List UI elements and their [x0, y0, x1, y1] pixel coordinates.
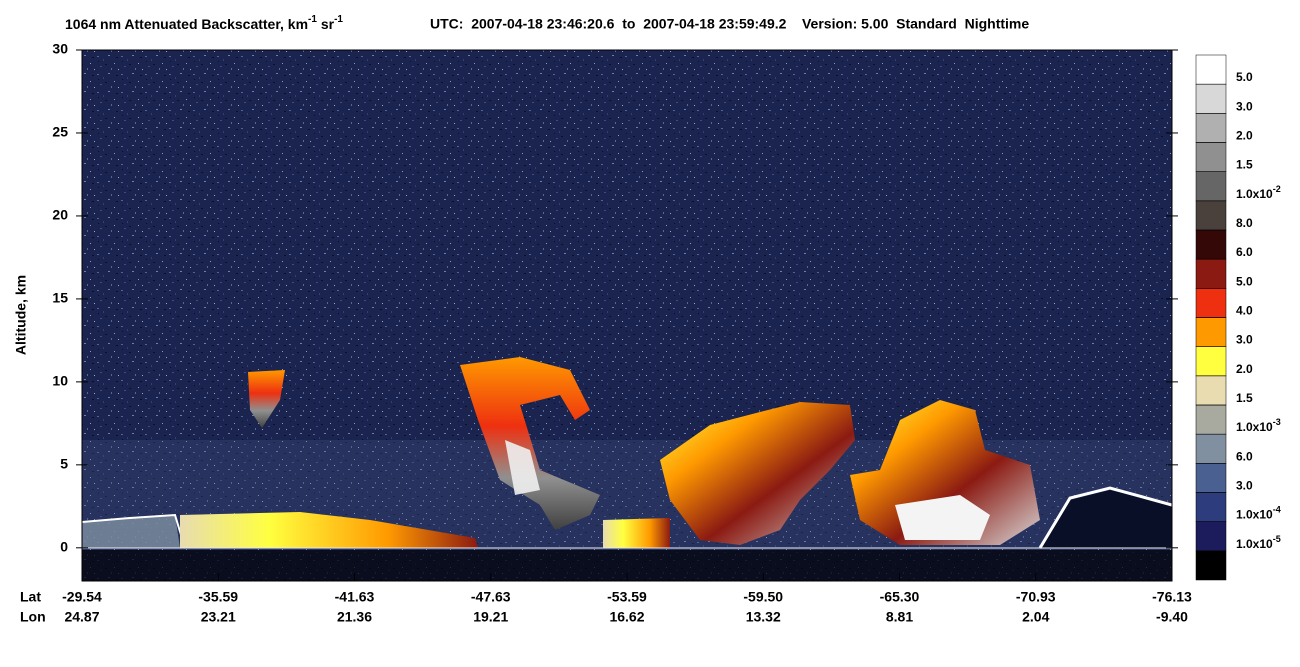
colorbar-tick-text: 5.0: [1236, 275, 1253, 289]
colorbar-tick-text: 8.0: [1236, 216, 1253, 230]
colorbar-box: [1195, 550, 1227, 581]
colorbar-tick-exponent: -5: [1273, 534, 1281, 544]
colorbar-tick-text: 3.0: [1236, 100, 1253, 114]
lon-tick-label: 21.36: [337, 609, 372, 625]
colorbar-tick-text: 6.0: [1236, 450, 1253, 464]
colorbar-tick-text: 1.5: [1236, 158, 1253, 172]
y-tick-label: 25: [52, 124, 68, 140]
y-axis-label: Altitude, km: [13, 275, 29, 355]
colorbar-tick-label: 2.0: [1236, 129, 1253, 143]
colorbar-box: [1195, 433, 1227, 464]
title-text: 1064 nm Attenuated Backscatter, km: [65, 16, 308, 32]
colorbar-tick-label: 1.0x10-3: [1236, 418, 1281, 435]
colorbar-tick-exponent: -3: [1273, 418, 1281, 428]
colorbar-tick-label: 8.0: [1236, 216, 1253, 230]
y-tick-label: 5: [60, 456, 68, 472]
colorbar-tick-exponent: -4: [1273, 505, 1281, 515]
colorbar-tick-label: 3.0: [1236, 479, 1253, 493]
colorbar-tick-text: 1.0x10: [1236, 420, 1273, 434]
colorbar-box: [1195, 317, 1227, 347]
colorbar-box: [1195, 54, 1227, 85]
colorbar-tick-label: 1.0x10-4: [1236, 505, 1281, 522]
y-tick-label: 15: [52, 290, 68, 306]
lat-tick-label: -35.59: [198, 589, 238, 605]
colorbar-tick-text: 3.0: [1236, 333, 1253, 347]
colorbar-box: [1195, 229, 1227, 260]
colorbar-box: [1195, 521, 1227, 552]
lat-tick-label: -41.63: [335, 589, 375, 605]
colorbar-tick-label: 4.0: [1236, 304, 1253, 318]
colorbar-tick-text: 1.5: [1236, 391, 1253, 405]
lat-tick-label: -76.13: [1152, 589, 1192, 605]
colorbar-tick-text: 5.0: [1236, 70, 1253, 84]
colorbar-box: [1195, 375, 1227, 406]
colorbar-tick-text: 4.0: [1236, 304, 1253, 318]
colorbar-tick-label: 1.0x10-2: [1236, 184, 1281, 201]
title-text: sr: [317, 16, 335, 32]
title-superscript: -1: [308, 14, 317, 25]
colorbar-box: [1195, 288, 1227, 318]
colorbar-tick-text: 1.0x10: [1236, 187, 1273, 201]
colorbar-tick-label: 5.0: [1236, 70, 1253, 84]
lat-tick-label: -47.63: [471, 589, 511, 605]
lat-tick-label: -59.50: [743, 589, 783, 605]
backscatter-field: [82, 50, 1172, 581]
colorbar-tick-text: 2.0: [1236, 129, 1253, 143]
colorbar-box: [1195, 142, 1227, 172]
lon-tick-label: 16.62: [609, 609, 644, 625]
colorbar-box: [1195, 200, 1227, 231]
colorbar-box: [1195, 463, 1227, 493]
colorbar-tick-label: 6.0: [1236, 245, 1253, 259]
colorbar-tick-label: 1.0x10-5: [1236, 534, 1281, 551]
lon-tick-label: 13.32: [746, 609, 781, 625]
colorbar-tick-text: 3.0: [1236, 479, 1253, 493]
colorbar-box: [1195, 83, 1227, 114]
colorbar-box: [1195, 113, 1227, 143]
colorbar-tick-label: 1.5: [1236, 391, 1253, 405]
lat-tick-label: -70.93: [1016, 589, 1056, 605]
colorbar-tick-label: 5.0: [1236, 275, 1253, 289]
title-superscript: -1: [334, 14, 343, 25]
colorbar-box: [1195, 492, 1227, 522]
lon-tick-label: 2.04: [1022, 609, 1049, 625]
colorbar-tick-text: 1.0x10: [1236, 537, 1273, 551]
colorbar-tick-label: 3.0: [1236, 333, 1253, 347]
y-tick-label: 20: [52, 207, 68, 223]
x-row-label: Lon: [20, 609, 46, 625]
y-tick-label: 30: [52, 41, 68, 57]
lon-tick-label: -9.40: [1156, 609, 1188, 625]
lat-tick-label: -65.30: [880, 589, 920, 605]
y-tick-label: 10: [52, 373, 68, 389]
colorbar-tick-label: 1.5: [1236, 158, 1253, 172]
colorbar-box: [1195, 404, 1227, 435]
colorbar-tick-text: 1.0x10: [1236, 508, 1273, 522]
lat-tick-label: -29.54: [62, 589, 102, 605]
chart-subtitle: UTC: 2007-04-18 23:46:20.6 to 2007-04-18…: [430, 16, 1029, 32]
colorbar-box: [1195, 258, 1227, 289]
y-tick-label: 0: [60, 539, 68, 555]
lon-tick-label: 8.81: [886, 609, 913, 625]
x-row-label: Lat: [20, 589, 41, 605]
colorbar-tick-text: 2.0: [1236, 362, 1253, 376]
chart-title: 1064 nm Attenuated Backscatter, km-1 sr-…: [65, 14, 343, 32]
lon-tick-label: 19.21: [473, 609, 508, 625]
lon-tick-label: 24.87: [64, 609, 99, 625]
colorbar-box: [1195, 346, 1227, 377]
colorbar-tick-exponent: -2: [1273, 184, 1281, 194]
lat-tick-label: -53.59: [607, 589, 647, 605]
colorbar-tick-label: 3.0: [1236, 100, 1253, 114]
colorbar-tick-label: 6.0: [1236, 450, 1253, 464]
colorbar-tick-text: 6.0: [1236, 245, 1253, 259]
lon-tick-label: 23.21: [201, 609, 236, 625]
colorbar-tick-label: 2.0: [1236, 362, 1253, 376]
colorbar-box: [1195, 171, 1227, 202]
